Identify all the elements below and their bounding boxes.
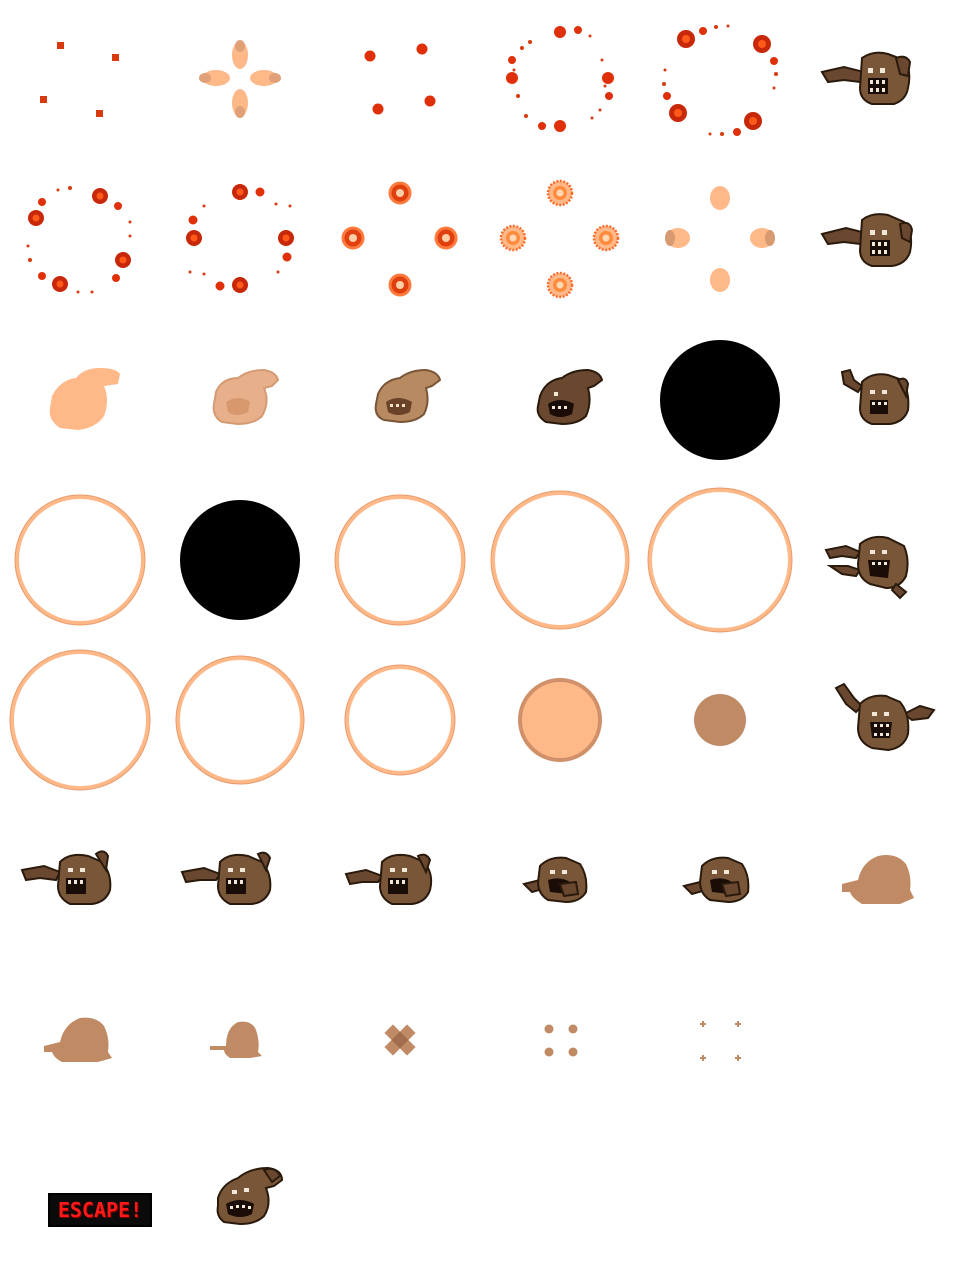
sprite-four-dots-tan [480, 960, 640, 1120]
sprite-ghoul-silhouette-tan-b [0, 960, 160, 1120]
sprite-ghoul-silhouette-tan-a [800, 800, 960, 960]
sprite-burst-orbs [320, 160, 480, 320]
sprite-ring-outline-a [0, 480, 160, 640]
sprite-ghoul-lunge [800, 480, 960, 640]
escape-label: ESCAPE! [57, 1198, 143, 1222]
sprite-cross-shard [320, 960, 480, 1120]
sprite-burst-orbs-fading [480, 160, 640, 320]
sprite-ghoul-point-b [800, 160, 960, 320]
sprite-black-hole [640, 320, 800, 480]
sprite-cross-petals [160, 0, 320, 160]
sprite-ghoul-fading-dark [480, 320, 640, 480]
sprite-burst-small-dots [0, 0, 160, 160]
sprite-ghoul-crouch-a [480, 800, 640, 960]
sprite-ghoul-point-a [800, 0, 960, 160]
sprite-ring-outline-d [640, 480, 800, 640]
sprite-ghoul-walk-c [320, 800, 480, 960]
sprite-ghoul-crouch-b [640, 800, 800, 960]
sprite-ring-outline-g [320, 640, 480, 800]
sprite-burst-ring-rotated-b [160, 160, 320, 320]
sprite-ring-outline-b [320, 480, 480, 640]
sprite-ghoul-fading-light [160, 320, 320, 480]
sprite-burst-four-dots [320, 0, 480, 160]
sprite-ring-outline-e [0, 640, 160, 800]
sprite-tan-disc [640, 640, 800, 800]
sprite-ghoul-arms-up [800, 640, 960, 800]
escape-banner: ESCAPE! [48, 1193, 152, 1227]
sprite-burst-ring-rotated [0, 160, 160, 320]
sprite-ghoul-walk-a [0, 800, 160, 960]
sprite-four-sparks-tan [640, 960, 800, 1120]
sprite-burst-dot-ring [480, 0, 640, 160]
sprite-ghoul-flex [800, 320, 960, 480]
sprite-burst-dot-ring-large [640, 0, 800, 160]
sprite-ghoul-fading-mid [320, 320, 480, 480]
sprite-ghoul-silhouette-tan-c [160, 960, 320, 1120]
sprite-ring-outline-c [480, 480, 640, 640]
sprite-peach-disc [480, 640, 640, 800]
sprite-black-disc [160, 480, 320, 640]
sprite-cross-blobs [640, 160, 800, 320]
sprite-ghoul-silhouette-peach [0, 320, 160, 480]
sprite-ghoul-walk-b [160, 800, 320, 960]
sprite-ghoul-grin [160, 1120, 320, 1280]
sprite-ring-outline-f [160, 640, 320, 800]
